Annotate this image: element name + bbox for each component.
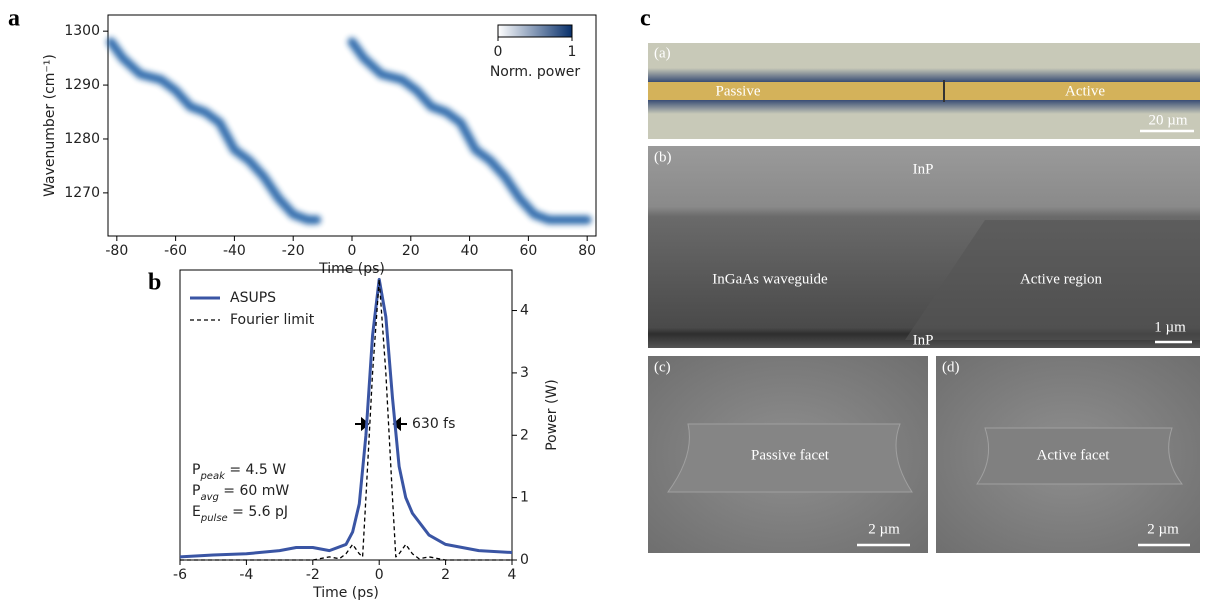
- label: Passive: [716, 83, 761, 99]
- active-region: [905, 220, 1200, 340]
- y-tick-label: 2: [520, 427, 529, 443]
- x-axis-label: Time (ps): [312, 585, 379, 601]
- annotation-rest: = 4.5 W: [225, 462, 286, 478]
- x-tick-label: 80: [578, 243, 596, 259]
- series-line: [179, 277, 513, 559]
- legend-label: Fourier limit: [230, 312, 315, 328]
- y-axis-label: Wavenumber (cm⁻¹): [42, 54, 58, 197]
- y-tick-label: 1290: [64, 77, 100, 93]
- plot-frame: [179, 269, 513, 561]
- facet: [667, 423, 913, 493]
- x-tick-label: 20: [402, 243, 420, 259]
- y-tick-label: 0: [520, 552, 529, 568]
- label: Passive facet: [751, 447, 830, 463]
- colorbar-tick-label: 0: [494, 44, 503, 60]
- colorbar-tick-label: 1: [568, 44, 577, 60]
- tag: (a): [654, 45, 671, 61]
- annotation-base: E: [192, 504, 201, 520]
- annotation: 630 fs: [412, 416, 455, 432]
- y-tick-label: 4: [520, 303, 529, 319]
- x-tick-label: -6: [173, 567, 187, 583]
- annotation: Epulse = 5.6 pJ: [192, 504, 288, 524]
- x-tick-label: -60: [164, 243, 187, 259]
- x-tick-label: 4: [508, 567, 517, 583]
- y-axis-label: Power (W): [544, 379, 560, 451]
- panel-label: a: [8, 6, 20, 32]
- label: InGaAs waveguide: [712, 271, 828, 287]
- label: InP: [913, 332, 934, 348]
- x-tick-label: 40: [461, 243, 479, 259]
- annotation-rest: = 5.6 pJ: [228, 504, 288, 520]
- tag: (d): [942, 359, 960, 375]
- width-arrows: [355, 416, 407, 432]
- power-ridge: [106, 37, 322, 225]
- tag: (b): [654, 149, 672, 165]
- label: InP: [913, 161, 934, 177]
- scale-label: 1 µm: [1154, 319, 1186, 335]
- x-tick-label: -4: [239, 567, 253, 583]
- scale-label: 2 µm: [868, 521, 900, 537]
- x-tick-label: 0: [375, 567, 384, 583]
- scale-label: 20 µm: [1148, 112, 1187, 128]
- label: Active: [1065, 83, 1105, 99]
- annotation-base: P: [192, 483, 200, 499]
- x-tick-label: -40: [223, 243, 246, 259]
- label: Active facet: [1037, 447, 1111, 463]
- annotation-base: P: [192, 462, 200, 478]
- x-tick-label: -80: [105, 243, 128, 259]
- label: Active region: [1020, 271, 1103, 287]
- series-line: [180, 278, 512, 561]
- x-tick-label: 0: [348, 243, 357, 259]
- facet: [976, 427, 1184, 485]
- waveguide-core: [648, 82, 1200, 100]
- scale-label: 2 µm: [1147, 521, 1179, 537]
- annotation-sub: pulse: [200, 513, 228, 524]
- x-tick-label: -2: [306, 567, 320, 583]
- annotation-rest: = 60 mW: [219, 483, 290, 499]
- y-tick-label: 1280: [64, 131, 100, 147]
- annotation: Ppeak = 4.5 W: [192, 462, 286, 482]
- x-axis-label: Time (ps): [318, 261, 385, 277]
- y-tick-label: 1: [520, 490, 529, 506]
- colorbar: [497, 24, 573, 38]
- heatmap-bg: [109, 16, 595, 235]
- annotation: Pavg = 60 mW: [192, 483, 289, 503]
- x-tick-label: -20: [282, 243, 305, 259]
- power-ridge: [347, 37, 592, 225]
- y-tick-label: 1270: [64, 185, 100, 201]
- annotation-sub: avg: [200, 492, 218, 503]
- x-tick-label: 60: [519, 243, 537, 259]
- y-tick-label: 3: [520, 365, 529, 381]
- y-tick-label: 1300: [64, 23, 100, 39]
- panel-label: c: [640, 6, 651, 32]
- annotation-sub: peak: [199, 471, 226, 482]
- legend-label: ASUPS: [230, 290, 276, 306]
- colorbar-label: Norm. power: [490, 64, 581, 80]
- panel-c: c (a) Passive Active 20 µm (b) InP InGaA…: [640, 6, 1200, 553]
- tag: (c): [654, 359, 671, 375]
- panel-label: b: [148, 270, 161, 296]
- x-tick-label: 2: [441, 567, 450, 583]
